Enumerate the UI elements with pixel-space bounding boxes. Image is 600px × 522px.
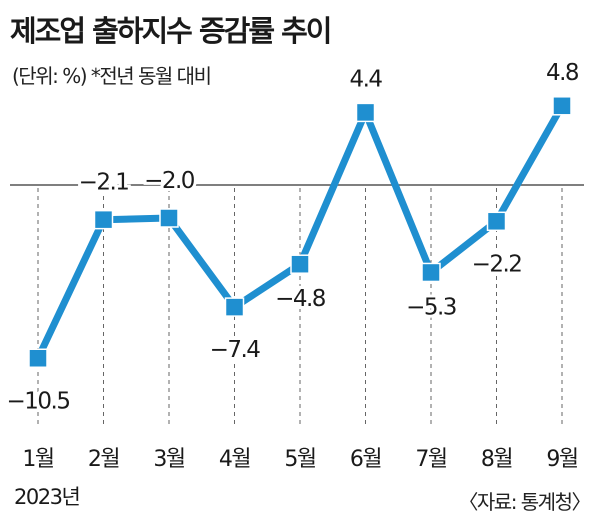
data-point-marker	[421, 262, 441, 283]
data-value-label: −2.0	[144, 168, 195, 194]
x-axis-labels: 1월 2월 3월 4월 5월 6월 7월 8월 9월	[22, 447, 579, 472]
x-tick-label: 9월	[546, 447, 577, 472]
data-point-marker	[486, 211, 507, 232]
x-tick-label: 6월	[350, 447, 381, 472]
x-tick-label: 7월	[415, 447, 446, 472]
data-value-label: −2.1	[79, 170, 129, 196]
data-point-marker	[93, 209, 114, 230]
x-tick-label: 3월	[153, 447, 184, 472]
value-label-layer: −10.5 −2.1 −2.0 −7.4 −4.8 4.4 −5.3 −2.2 4.8	[4, 57, 584, 417]
x-tick-label: 4월	[219, 447, 250, 472]
data-value-label: −7.4	[210, 337, 261, 363]
data-value-label: −10.5	[7, 388, 70, 414]
marker-layer	[28, 96, 572, 368]
x-tick-label: 5월	[284, 447, 315, 472]
data-point-marker	[552, 96, 572, 116]
series-layer	[34, 102, 566, 362]
data-value-label: −4.8	[275, 286, 326, 312]
x-tick-label: 1월	[22, 447, 53, 472]
x-tick-label: 8월	[481, 447, 512, 472]
data-value-label: −5.3	[406, 294, 456, 320]
data-value-label: 4.4	[349, 66, 382, 92]
series-line	[34, 102, 566, 362]
data-point-marker	[290, 254, 310, 274]
data-point-marker	[224, 297, 245, 317]
chart-title: 제조업 출하지수 증감률 추이	[10, 14, 332, 48]
x-tick-label: 2월	[88, 447, 119, 472]
data-point-marker	[355, 102, 376, 123]
data-value-label: 4.8	[546, 60, 579, 86]
source-note: 〈자료: 통계청〉	[458, 490, 591, 514]
data-point-marker	[159, 208, 179, 228]
year-label: 2023년	[14, 485, 79, 509]
data-point-marker	[28, 348, 48, 368]
chart-subtitle: (단위: %) *전년 동월 대비	[12, 64, 212, 88]
data-value-label: −2.2	[472, 251, 522, 277]
